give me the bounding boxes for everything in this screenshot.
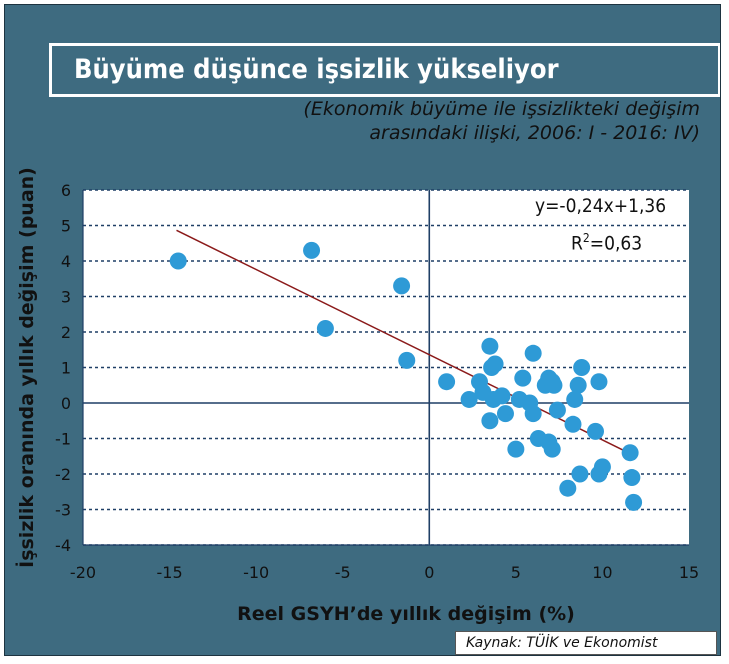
- x-tick-label: -20: [70, 563, 96, 582]
- source-note: Kaynak: TÜİK ve Ekonomist: [466, 635, 658, 651]
- data-point: [398, 351, 416, 369]
- x-axis-title: Reel GSYH’de yıllık değişim (%): [237, 603, 575, 625]
- data-point: [460, 390, 478, 408]
- data-point: [507, 440, 525, 458]
- data-point: [486, 355, 504, 373]
- data-point: [621, 444, 639, 462]
- y-tick-label: 0: [61, 394, 71, 413]
- data-point: [573, 359, 591, 376]
- r-squared-value: =0,63: [589, 232, 643, 255]
- axes: [82, 190, 689, 546]
- data-point: [493, 387, 511, 405]
- data-point: [545, 376, 563, 394]
- x-tick-label: 0: [424, 563, 434, 582]
- data-point: [303, 241, 321, 259]
- subtitle-line-1: (Ekonomik büyüme ile işsizlikteki değişi…: [303, 98, 700, 120]
- data-point: [316, 319, 334, 337]
- y-axis-title: İşsizlik oranında yıllık değişim (puan): [14, 167, 38, 568]
- data-point: [438, 373, 456, 391]
- x-tick-label: -10: [243, 563, 269, 582]
- data-point: [481, 337, 499, 355]
- x-tick-label: 5: [511, 563, 521, 582]
- x-tick-label: -15: [157, 563, 183, 582]
- regression-equation: y=-0,24x+1,36: [535, 195, 667, 217]
- data-point: [524, 405, 542, 423]
- data-point: [514, 369, 532, 387]
- chart-frame: -4 -3 -2 -1 0 1 2 3 4 5 6 -20 -15 -10 -5 0 5 10 15 Reel GS…: [4, 4, 721, 656]
- data-point: [569, 376, 587, 394]
- r-squared-label: R2=0,63: [571, 231, 642, 254]
- data-point: [593, 458, 611, 476]
- data-point: [587, 422, 605, 440]
- data-point: [496, 405, 514, 423]
- data-point: [543, 440, 561, 458]
- data-point: [571, 465, 589, 483]
- y-tick-label: -3: [55, 501, 71, 520]
- data-point: [169, 252, 187, 270]
- source-box: Kaynak: TÜİK ve Ekonomist: [455, 631, 717, 655]
- y-tick-label: -2: [55, 465, 71, 484]
- subtitle-line-2: arasındaki ilişki, 2006: I - 2016: IV): [369, 122, 700, 144]
- y-tick-label: -1: [55, 430, 71, 449]
- title-banner: Büyüme düşünce işsizlik yükseliyor: [49, 43, 720, 97]
- data-points: [169, 241, 643, 511]
- chart-title: Büyüme düşünce işsizlik yükseliyor: [74, 54, 559, 85]
- y-tick-label: 2: [61, 323, 71, 342]
- y-tick-label: 5: [61, 217, 71, 236]
- x-tick-label: 15: [679, 563, 699, 582]
- data-point: [481, 412, 499, 430]
- x-tick-label: 10: [592, 563, 612, 582]
- x-tick-label: -5: [335, 563, 351, 582]
- y-tick-label: -4: [55, 536, 71, 555]
- data-point: [566, 390, 584, 408]
- data-point: [524, 344, 542, 362]
- y-tick-label: 4: [61, 252, 71, 271]
- data-point: [625, 493, 643, 511]
- axis-labels: Reel GSYH’de yıllık değişim (%) İşsizlik …: [14, 167, 575, 625]
- data-point: [590, 373, 608, 391]
- r-squared-exponent: 2: [582, 231, 590, 245]
- data-point: [548, 401, 566, 419]
- data-point: [623, 469, 641, 487]
- data-point: [393, 277, 411, 295]
- data-point: [564, 415, 582, 433]
- data-point: [559, 479, 577, 497]
- y-tick-label: 3: [61, 288, 71, 307]
- y-tick-label: 1: [61, 359, 71, 378]
- r-squared-letter: R: [571, 232, 583, 255]
- chart-subtitle: (Ekonomik büyüme ile işsizlikteki değişi…: [303, 97, 700, 145]
- y-tick-label: 6: [61, 181, 71, 200]
